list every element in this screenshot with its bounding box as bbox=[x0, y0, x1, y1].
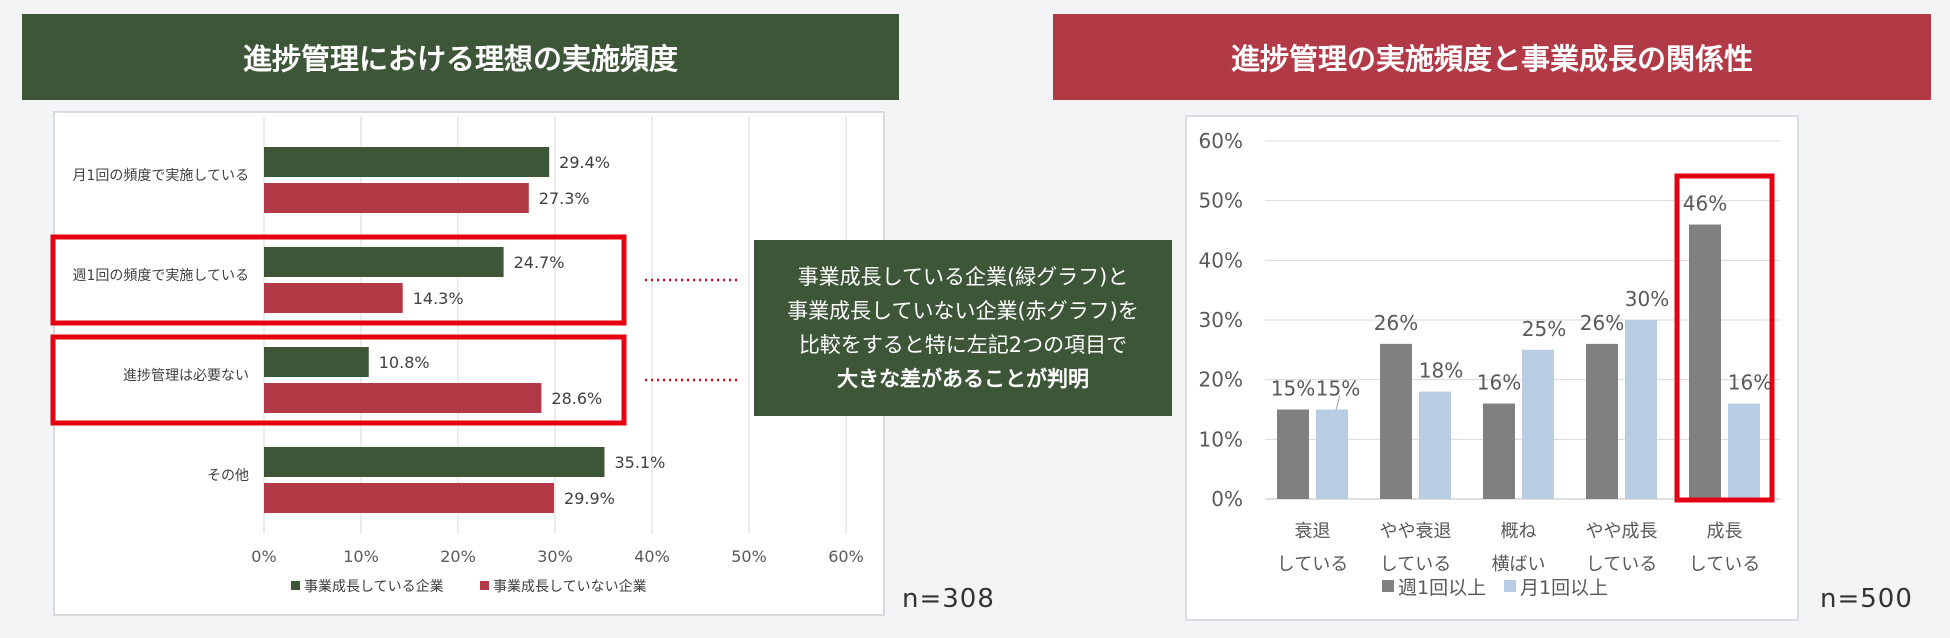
category-label-line1: やや成長 bbox=[1586, 521, 1658, 542]
highlight-box bbox=[50, 334, 627, 426]
legend-label: 事業成長していない企業 bbox=[493, 578, 647, 595]
highlight-box bbox=[1674, 173, 1775, 503]
legend-label: 月1回以上 bbox=[1520, 577, 1608, 599]
bar-growing bbox=[264, 347, 369, 377]
bar-not-growing bbox=[264, 483, 555, 513]
y-tick-label: 30% bbox=[1199, 308, 1243, 332]
category-label-line2: している bbox=[1689, 554, 1760, 575]
bar-monthly bbox=[1316, 409, 1348, 499]
x-tick-label: 50% bbox=[731, 547, 767, 566]
data-label: 46% bbox=[1683, 192, 1727, 216]
category-label-line1: 概ね bbox=[1501, 521, 1537, 542]
data-label: 26% bbox=[1374, 311, 1418, 335]
category-label-line2: している bbox=[1586, 554, 1657, 575]
bar-growing bbox=[264, 247, 504, 277]
data-label: 10.8% bbox=[379, 353, 430, 372]
data-label: 30% bbox=[1625, 287, 1669, 311]
data-label: 24.7% bbox=[514, 253, 565, 272]
bar-weekly bbox=[1277, 409, 1309, 499]
category-label-line1: 衰退 bbox=[1295, 521, 1331, 542]
bar-not-growing bbox=[264, 283, 403, 313]
bar-growing bbox=[264, 447, 605, 477]
y-tick-label: 50% bbox=[1199, 189, 1243, 213]
legend-label: 週1回以上 bbox=[1398, 577, 1486, 599]
data-label: 27.3% bbox=[539, 189, 590, 208]
bar-not-growing bbox=[264, 183, 529, 213]
right-sample-size: n=500 bbox=[1820, 584, 1913, 614]
y-tick-label: 0% bbox=[1211, 487, 1243, 511]
y-tick-label: 10% bbox=[1199, 427, 1243, 451]
callout-box: 事業成長している企業(緑グラフ)と 事業成長していない企業(赤グラフ)を 比較を… bbox=[754, 240, 1172, 416]
bar-monthly bbox=[1625, 320, 1657, 499]
bar-weekly bbox=[1586, 343, 1618, 499]
bar-monthly bbox=[1728, 403, 1760, 499]
category-label: その他 bbox=[207, 468, 249, 484]
category-label: 月1回の頻度で実施している bbox=[73, 168, 250, 184]
x-tick-label: 30% bbox=[537, 547, 573, 566]
data-label: 18% bbox=[1419, 359, 1463, 383]
legend-swatch bbox=[291, 581, 300, 590]
x-tick-label: 60% bbox=[828, 547, 864, 566]
x-tick-label: 10% bbox=[343, 547, 379, 566]
legend-swatch bbox=[480, 581, 489, 590]
category-label-line2: 横ばい bbox=[1492, 554, 1546, 575]
bar-monthly bbox=[1522, 349, 1554, 499]
x-tick-label: 20% bbox=[440, 547, 476, 566]
y-tick-label: 20% bbox=[1199, 368, 1243, 392]
bar-growing bbox=[264, 147, 550, 177]
category-label-line2: している bbox=[1380, 554, 1451, 575]
data-label: 25% bbox=[1522, 317, 1566, 341]
label-leader-line bbox=[1335, 394, 1341, 411]
x-tick-label: 0% bbox=[251, 547, 276, 566]
data-label: 15% bbox=[1316, 377, 1360, 401]
bar-weekly bbox=[1483, 403, 1515, 499]
category-label-line1: 成長 bbox=[1707, 521, 1743, 542]
bar-weekly bbox=[1689, 224, 1721, 500]
data-label: 29.4% bbox=[559, 153, 610, 172]
data-label: 14.3% bbox=[413, 289, 464, 308]
bar-not-growing bbox=[264, 383, 542, 413]
data-label: 26% bbox=[1580, 311, 1624, 335]
callout-line-1: 事業成長している企業(緑グラフ)と bbox=[797, 265, 1129, 289]
y-tick-label: 60% bbox=[1199, 129, 1243, 153]
data-label: 15% bbox=[1271, 377, 1315, 401]
y-tick-label: 40% bbox=[1199, 248, 1243, 272]
category-label-line1: やや衰退 bbox=[1380, 521, 1452, 542]
callout-line-4: 大きな差があることが判明 bbox=[837, 367, 1089, 391]
legend-swatch bbox=[1382, 580, 1394, 592]
data-label: 16% bbox=[1728, 371, 1772, 395]
data-label: 35.1% bbox=[614, 453, 665, 472]
data-label: 16% bbox=[1477, 371, 1521, 395]
left-chart-title: 進捗管理における理想の実施頻度 bbox=[22, 14, 899, 100]
left-sample-size: n=308 bbox=[902, 584, 995, 614]
bar-weekly bbox=[1380, 343, 1412, 499]
right-chart-title: 進捗管理の実施頻度と事業成長の関係性 bbox=[1053, 14, 1931, 100]
callout-line-2: 事業成長していない企業(赤グラフ)を bbox=[787, 299, 1139, 323]
category-label: 週1回の頻度で実施している bbox=[73, 268, 250, 284]
highlight-box bbox=[50, 234, 627, 326]
bar-monthly bbox=[1419, 391, 1451, 499]
callout-line-3: 比較をすると特に左記2つの項目で bbox=[798, 333, 1128, 357]
legend-label: 事業成長している企業 bbox=[304, 578, 444, 595]
data-label: 29.9% bbox=[564, 489, 615, 508]
category-label: 進捗管理は必要ない bbox=[123, 368, 249, 384]
legend-swatch bbox=[1504, 580, 1516, 592]
data-label: 28.6% bbox=[551, 389, 602, 408]
x-tick-label: 40% bbox=[634, 547, 670, 566]
category-label-line2: している bbox=[1277, 554, 1348, 575]
